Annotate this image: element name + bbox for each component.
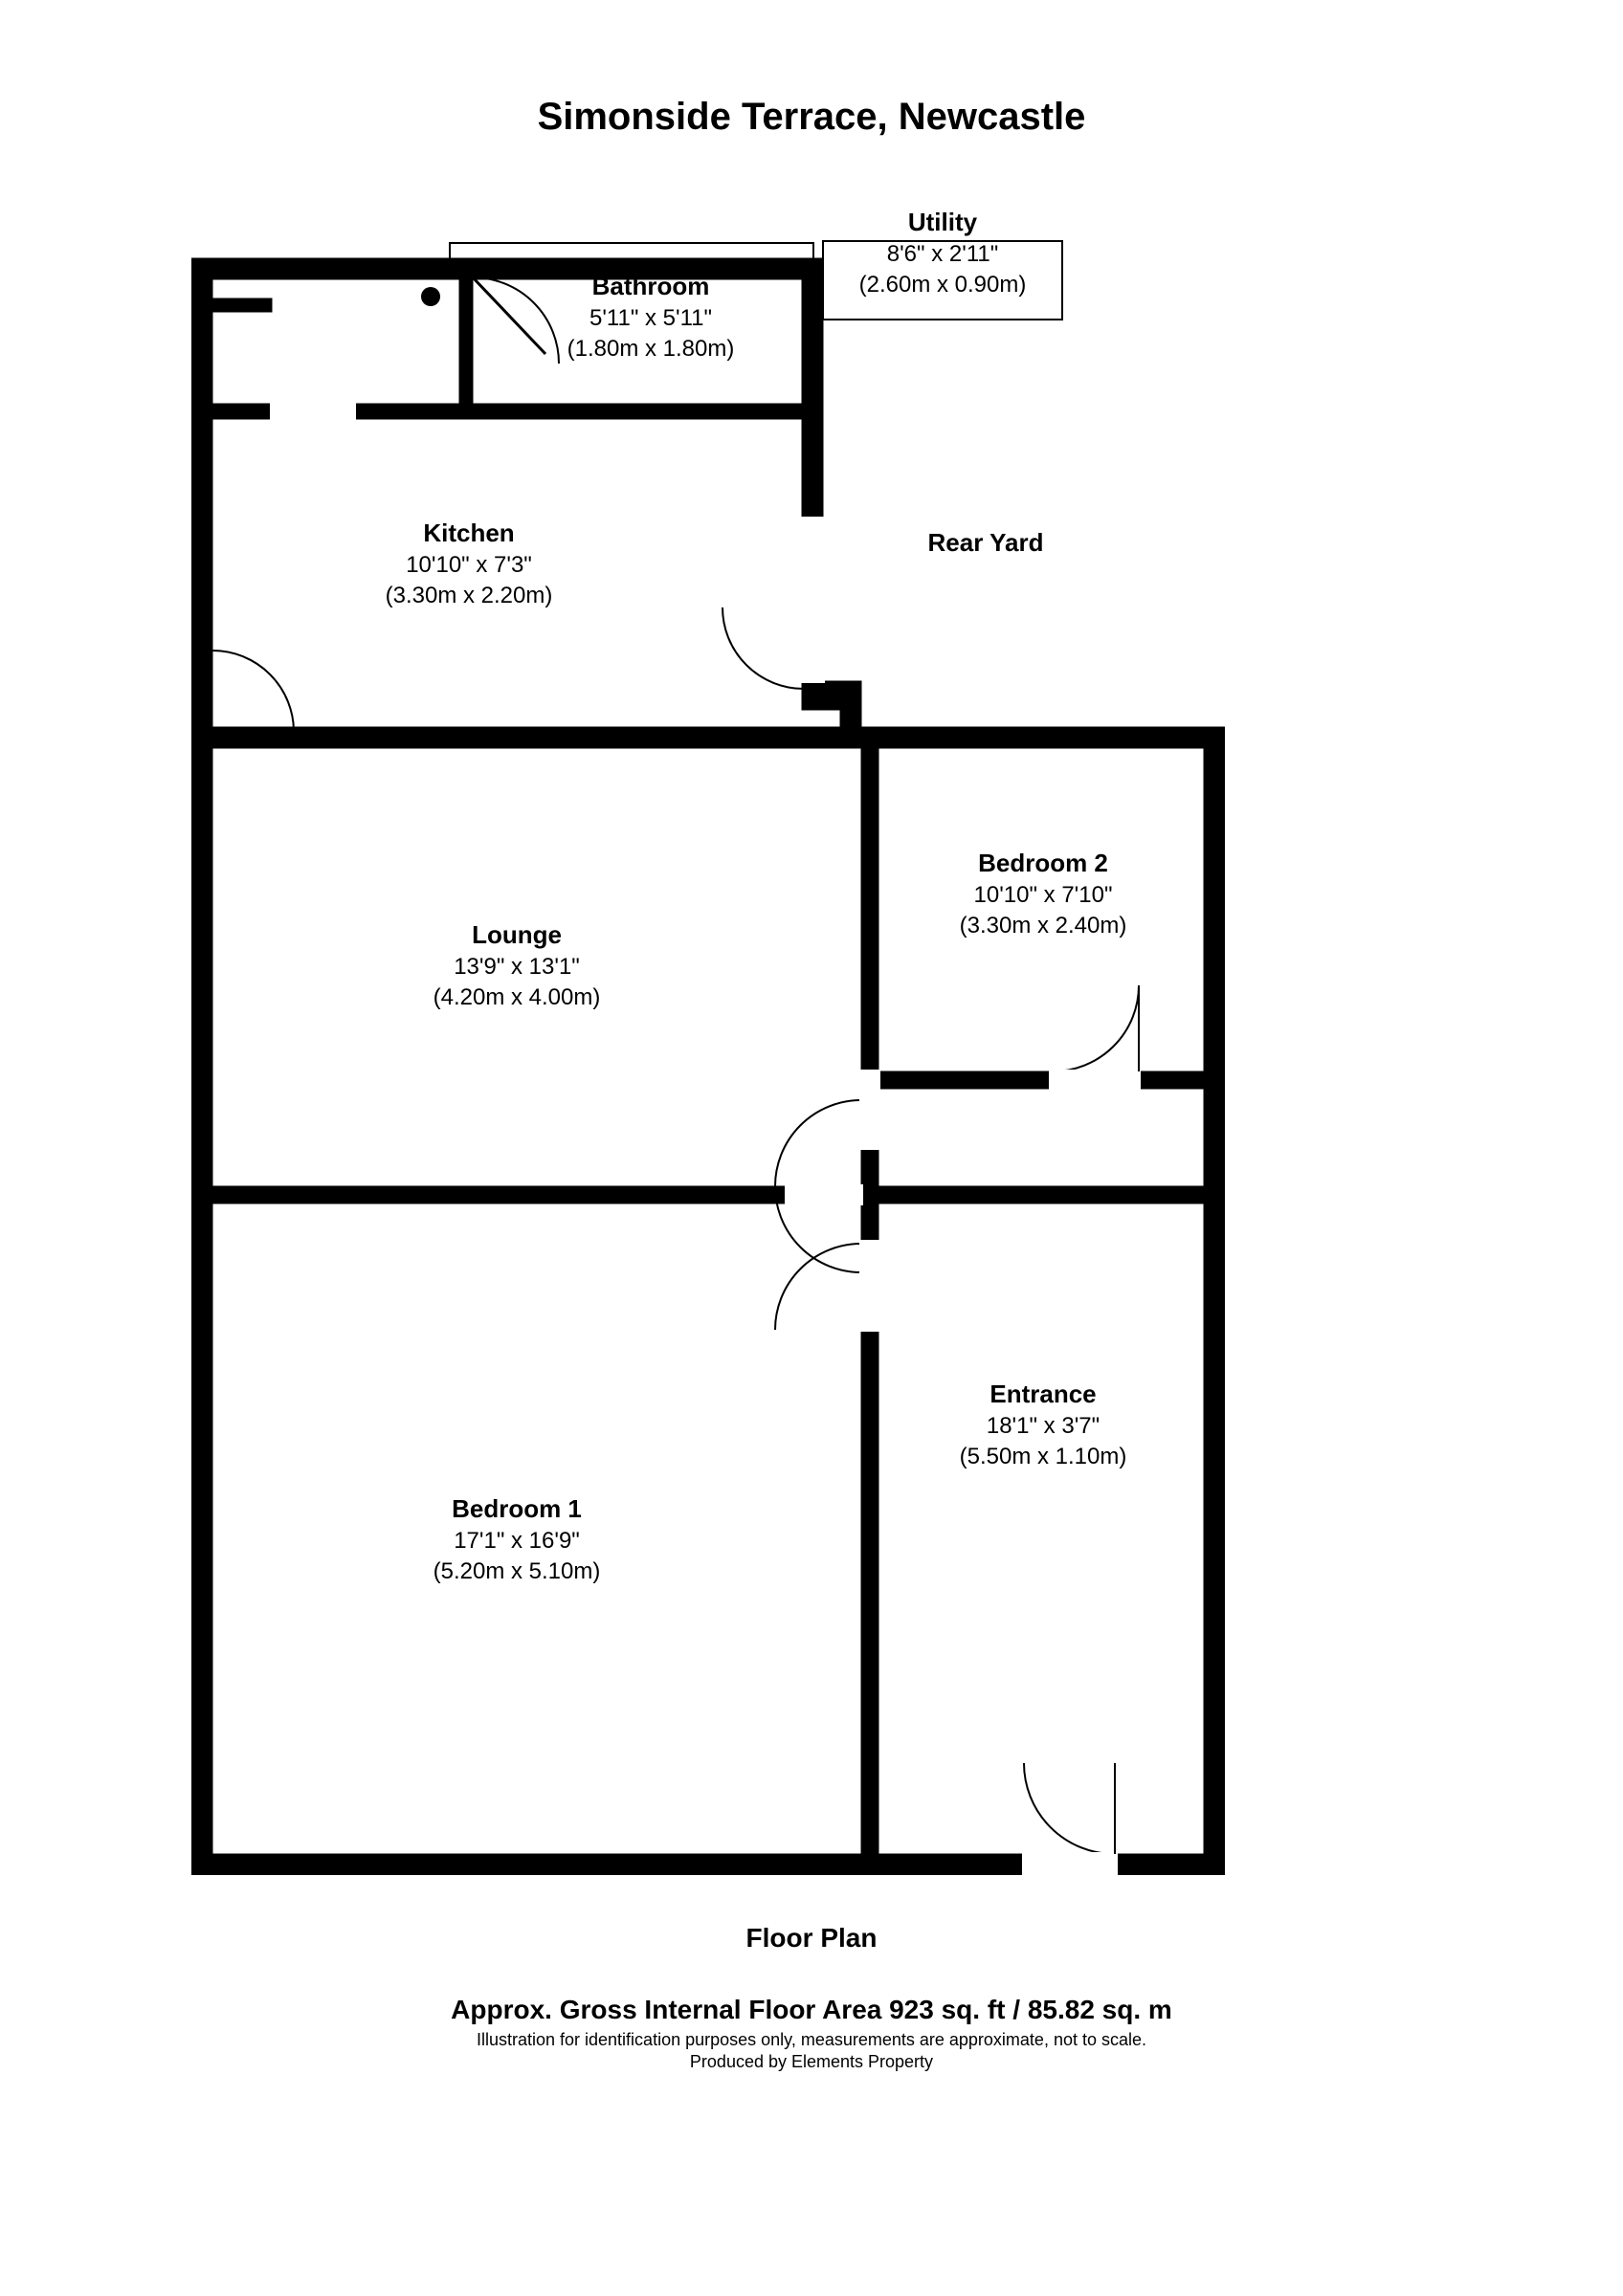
room-dim-metric: (2.60m x 0.90m) (828, 270, 1057, 300)
page-title: Simonside Terrace, Newcastle (0, 96, 1623, 139)
room-name: Kitchen (325, 517, 612, 550)
footer-disclaimer: Illustration for identification purposes… (0, 2030, 1623, 2050)
room-dim-imperial: 10'10" x 7'3" (325, 550, 612, 581)
room-name: Bathroom (507, 270, 794, 303)
floor-plan-svg (191, 230, 1225, 1875)
room-name: Bedroom 1 (373, 1492, 660, 1526)
label-kitchen: Kitchen 10'10" x 7'3" (3.30m x 2.20m) (325, 517, 612, 612)
room-dim-metric: (5.50m x 1.10m) (900, 1442, 1187, 1472)
rear-yard-text: Rear Yard (928, 528, 1044, 557)
label-bedroom2: Bedroom 2 10'10" x 7'10" (3.30m x 2.40m) (900, 847, 1187, 942)
room-name: Bedroom 2 (900, 847, 1187, 880)
room-dim-imperial: 10'10" x 7'10" (900, 880, 1187, 911)
room-dim-metric: (1.80m x 1.80m) (507, 334, 794, 364)
room-dim-metric: (4.20m x 4.00m) (373, 982, 660, 1013)
room-dim-metric: (3.30m x 2.40m) (900, 911, 1187, 941)
room-dim-imperial: 5'11" x 5'11" (507, 303, 794, 334)
label-lounge: Lounge 13'9" x 13'1" (4.20m x 4.00m) (373, 918, 660, 1014)
floor-plan: Utility 8'6" x 2'11" (2.60m x 0.90m) Bat… (191, 230, 1225, 1875)
label-entrance: Entrance 18'1" x 3'7" (5.50m x 1.10m) (900, 1378, 1187, 1473)
room-dim-imperial: 18'1" x 3'7" (900, 1411, 1187, 1442)
label-rear-yard: Rear Yard (880, 526, 1091, 560)
footer-producer: Produced by Elements Property (0, 2052, 1623, 2072)
room-name: Utility (828, 206, 1057, 239)
fixture-dot-icon (421, 287, 440, 306)
label-bedroom1: Bedroom 1 17'1" x 16'9" (5.20m x 5.10m) (373, 1492, 660, 1588)
label-bathroom: Bathroom 5'11" x 5'11" (1.80m x 1.80m) (507, 270, 794, 365)
room-dim-imperial: 8'6" x 2'11" (828, 239, 1057, 270)
room-dim-imperial: 17'1" x 16'9" (373, 1526, 660, 1556)
room-dim-imperial: 13'9" x 13'1" (373, 952, 660, 982)
room-dim-metric: (3.30m x 2.20m) (325, 581, 612, 611)
room-name: Lounge (373, 918, 660, 952)
room-dim-metric: (5.20m x 5.10m) (373, 1556, 660, 1587)
footer-area: Approx. Gross Internal Floor Area 923 sq… (0, 1995, 1623, 2025)
room-name: Entrance (900, 1378, 1187, 1411)
plan-caption: Floor Plan (0, 1923, 1623, 1954)
label-utility: Utility 8'6" x 2'11" (2.60m x 0.90m) (828, 206, 1057, 301)
